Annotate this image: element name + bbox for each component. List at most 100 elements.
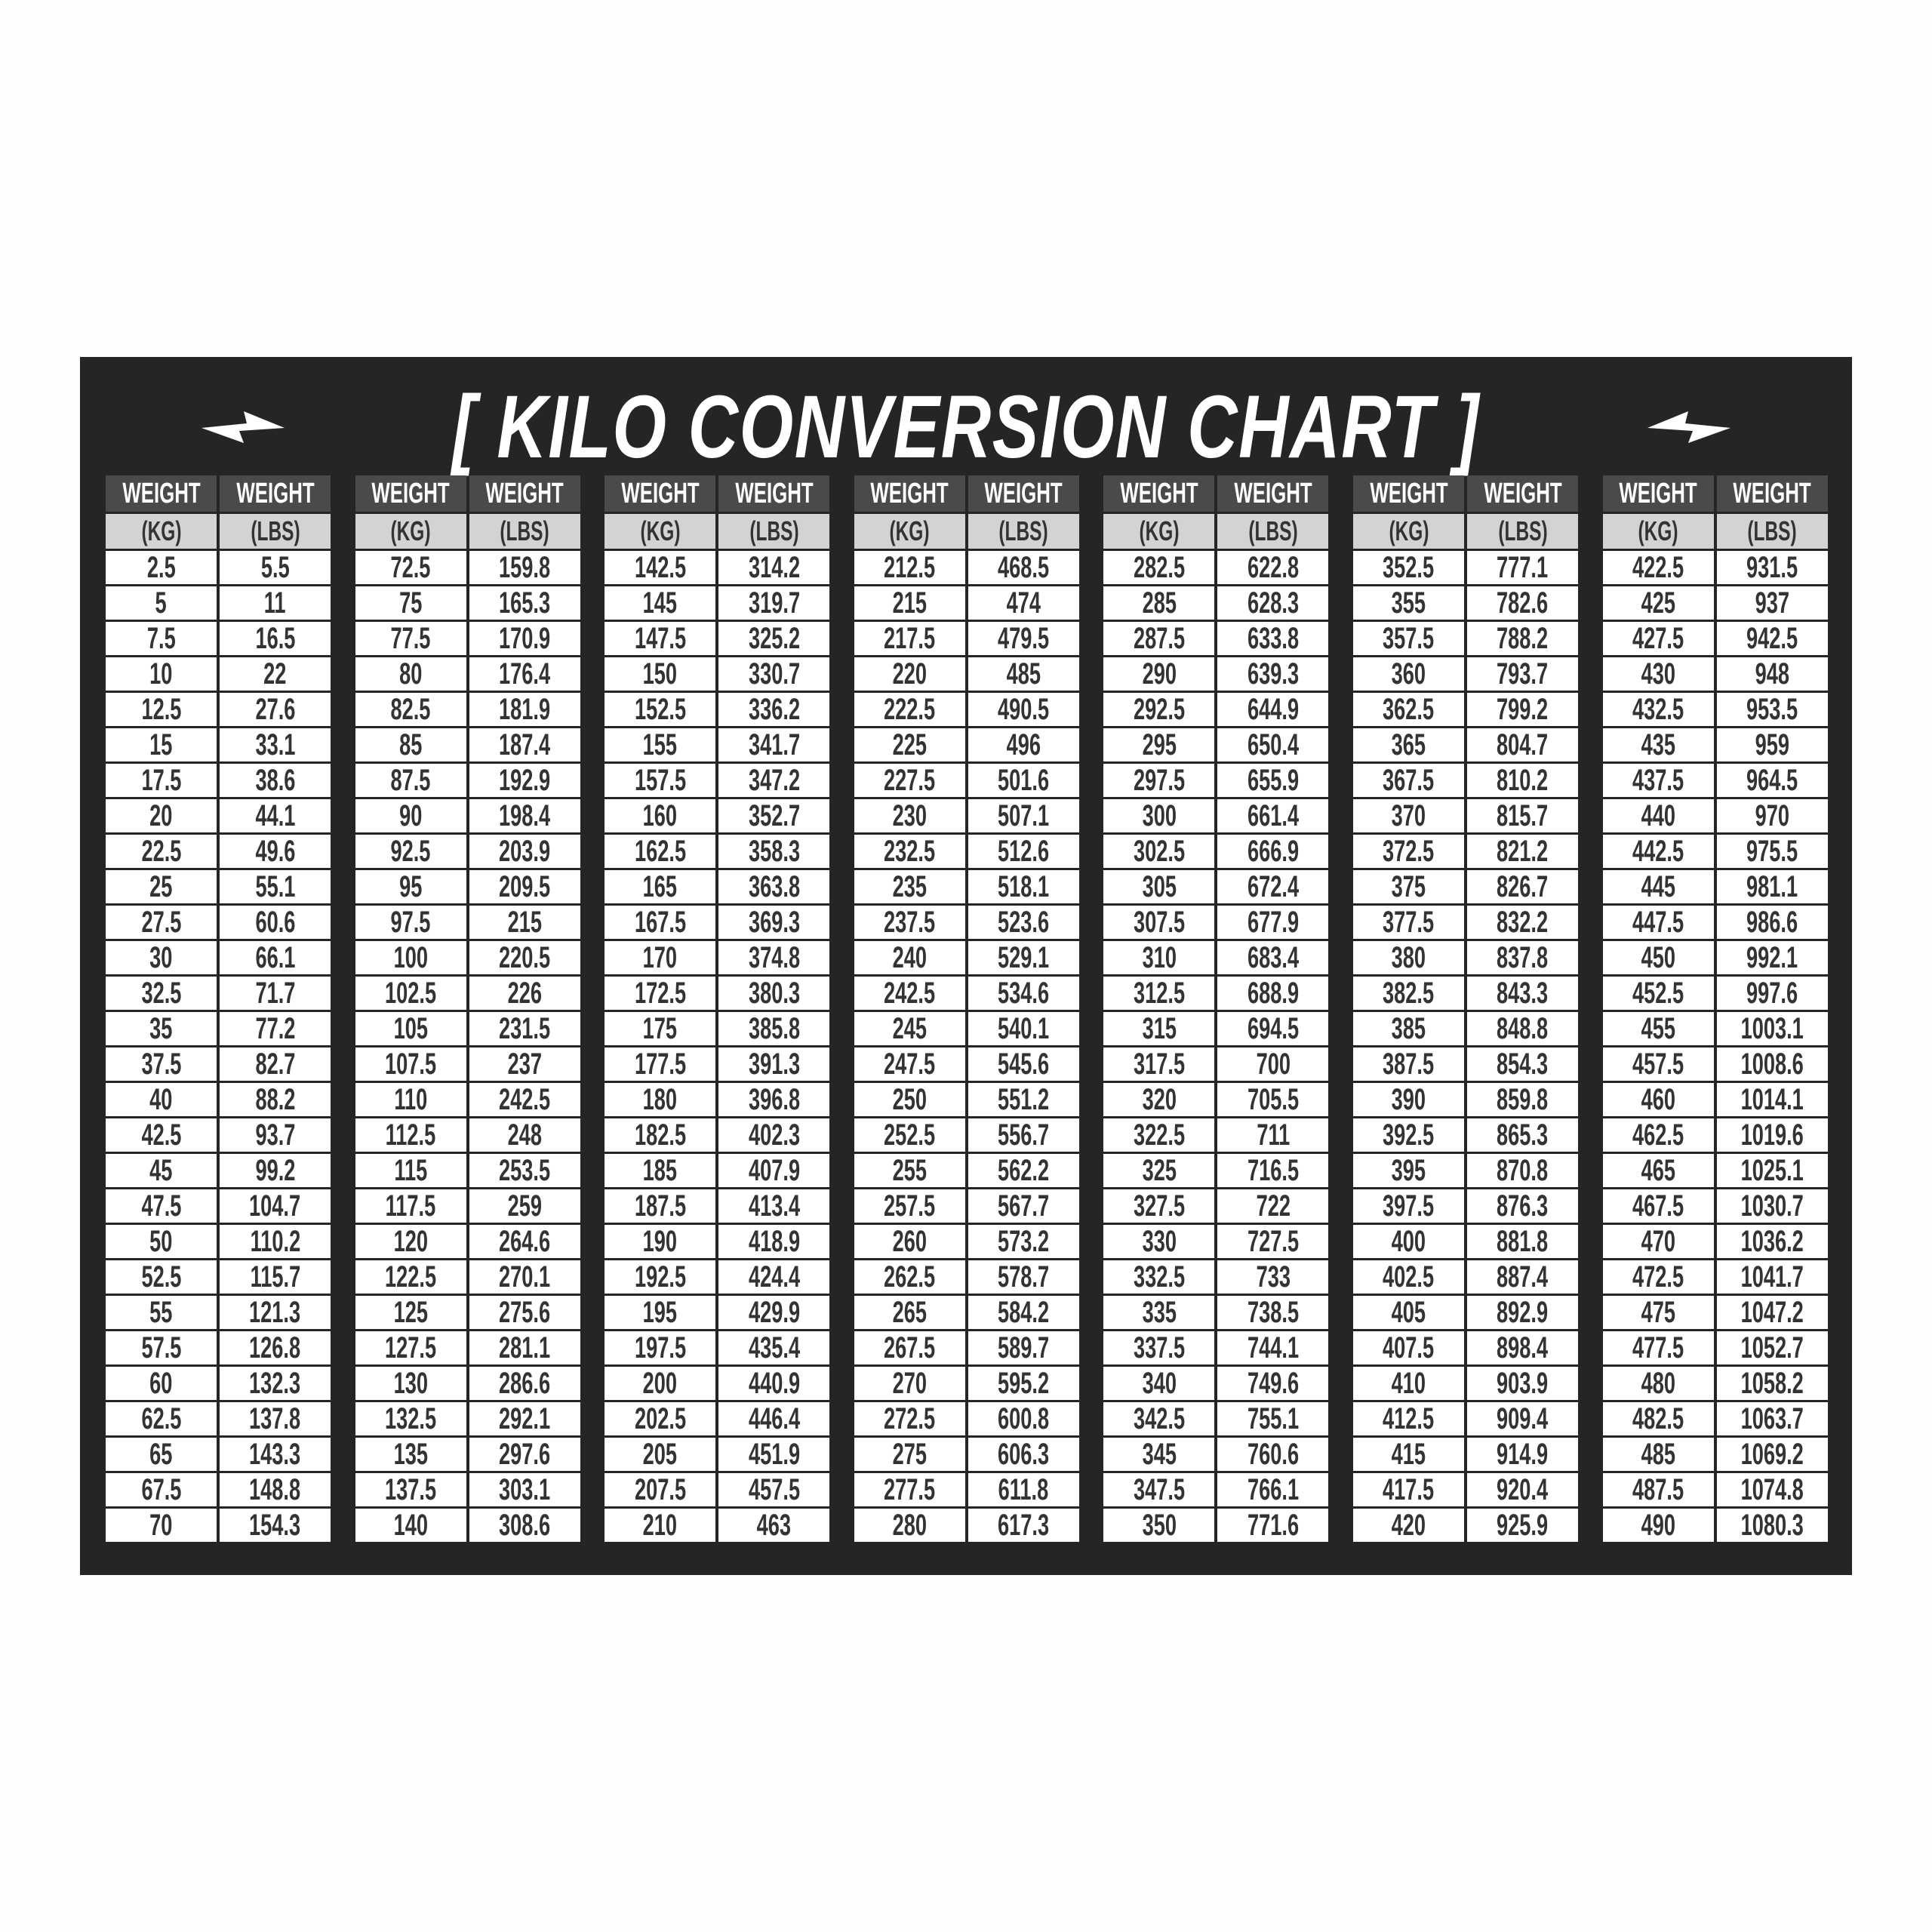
kg-cell-text: 367.5 <box>1383 763 1435 797</box>
kg-cell: 110 <box>355 1083 466 1116</box>
table-row: 72.5 159.8 <box>355 551 580 584</box>
header-weight-lbs: WEIGHT <box>968 475 1079 512</box>
lbs-cell: 270.1 <box>469 1260 580 1294</box>
lbs-cell-text: 937 <box>1755 586 1789 620</box>
header-weight-lbs-text: WEIGHT <box>1234 477 1312 509</box>
lbs-cell: 110.2 <box>220 1225 331 1258</box>
kg-cell-text: 240 <box>892 940 927 974</box>
kg-cell-text: 147.5 <box>634 621 686 655</box>
lbs-cell-text: 352.7 <box>748 798 800 832</box>
kg-cell-text: 185 <box>642 1153 678 1187</box>
table-row: 335 738.5 <box>1103 1296 1329 1329</box>
kg-cell: 115 <box>355 1154 466 1187</box>
lbs-cell-text: 1058.2 <box>1740 1366 1804 1400</box>
kg-cell: 330 <box>1103 1225 1215 1258</box>
kg-cell: 375 <box>1353 870 1464 903</box>
kg-cell: 182.5 <box>605 1118 716 1152</box>
lbs-cell-text: 501.6 <box>998 763 1050 797</box>
table-row: 440 970 <box>1602 799 1828 832</box>
lbs-cell-text: 529.1 <box>998 940 1050 974</box>
lbs-cell: 352.7 <box>718 798 830 832</box>
lbs-cell-text: 11 <box>264 586 286 620</box>
kg-cell-text: 307.5 <box>1133 905 1185 939</box>
table-row: 152.5 336.2 <box>605 693 830 726</box>
table-row: 275 606.3 <box>854 1438 1079 1471</box>
table-row: 67.5 148.8 <box>106 1473 331 1506</box>
kg-cell: 55 <box>106 1296 217 1329</box>
lbs-cell-text: 358.3 <box>748 834 800 868</box>
table-row: 122.5 270.1 <box>355 1260 580 1294</box>
table-row: 452.5 997.6 <box>1602 977 1828 1010</box>
lbs-cell: 650.4 <box>1217 728 1329 761</box>
kg-cell: 397.5 <box>1353 1189 1464 1223</box>
kg-cell: 340 <box>1103 1367 1215 1400</box>
kg-cell-text: 285 <box>1142 586 1177 620</box>
lbs-cell-text: 369.3 <box>748 905 800 939</box>
lbs-cell: 1052.7 <box>1716 1331 1828 1364</box>
table-row: 262.5 578.7 <box>854 1260 1079 1294</box>
kg-cell: 272.5 <box>854 1402 965 1435</box>
lbs-cell: 738.5 <box>1217 1296 1329 1329</box>
table-row: 32.5 71.7 <box>106 977 331 1010</box>
table-row: 395 870.8 <box>1353 1154 1578 1187</box>
lbs-cell: 633.8 <box>1217 622 1329 655</box>
table-row: 90 198.4 <box>355 799 580 832</box>
lbs-cell-text: 176.4 <box>499 657 551 691</box>
lbs-cell: 755.1 <box>1217 1402 1329 1435</box>
kg-cell-text: 162.5 <box>634 834 686 868</box>
lbs-cell: 970 <box>1716 799 1828 832</box>
kg-cell: 285 <box>1103 586 1215 620</box>
lbs-cell: 617.3 <box>968 1509 1079 1542</box>
kg-cell: 95 <box>355 870 466 903</box>
lbs-cell: 711 <box>1217 1118 1329 1152</box>
kg-cell-text: 270 <box>892 1366 927 1400</box>
lbs-cell: 948 <box>1716 657 1828 691</box>
table-row: 427.5 942.5 <box>1602 622 1828 655</box>
lbs-cell: 727.5 <box>1217 1225 1329 1258</box>
lbs-cell: 248 <box>469 1118 580 1152</box>
table-row: 182.5 402.3 <box>605 1118 830 1152</box>
kg-cell-text: 67.5 <box>141 1472 181 1506</box>
table-row: 42.5 93.7 <box>106 1118 331 1152</box>
lbs-cell: 259 <box>469 1189 580 1223</box>
table-row: 130 286.6 <box>355 1367 580 1400</box>
kg-cell: 177.5 <box>605 1048 716 1081</box>
lbs-cell-text: 1025.1 <box>1740 1153 1804 1187</box>
table-row: 102.5 226 <box>355 977 580 1010</box>
table-row: 70 154.3 <box>106 1509 331 1542</box>
lbs-cell: 66.1 <box>220 941 331 974</box>
kg-cell-text: 332.5 <box>1133 1260 1185 1294</box>
table-row: 380 837.8 <box>1353 941 1578 974</box>
kg-cell-text: 35 <box>149 1011 173 1045</box>
kg-cell-text: 475 <box>1641 1295 1675 1329</box>
kg-cell-text: 370 <box>1391 798 1426 832</box>
lbs-cell-text: 600.8 <box>998 1401 1050 1435</box>
lbs-cell: 424.4 <box>718 1260 830 1294</box>
kg-cell: 162.5 <box>605 834 716 868</box>
kg-cell-text: 157.5 <box>634 763 686 797</box>
lbs-cell: 953.5 <box>1716 693 1828 726</box>
kg-cell-text: 217.5 <box>884 621 936 655</box>
header-weight-lbs-text: WEIGHT <box>984 477 1063 509</box>
kg-cell-text: 445 <box>1641 869 1675 903</box>
lbs-cell-text: 126.8 <box>249 1331 301 1364</box>
kg-cell-text: 187.5 <box>634 1189 686 1223</box>
kg-cell-text: 232.5 <box>884 834 936 868</box>
kg-cell: 380 <box>1353 941 1464 974</box>
lbs-cell-text: 777.1 <box>1497 550 1549 584</box>
table-row: 332.5 733 <box>1103 1260 1329 1294</box>
kg-cell-text: 310 <box>1142 940 1177 974</box>
lbs-cell: 363.8 <box>718 870 830 903</box>
lbs-cell: 16.5 <box>220 622 331 655</box>
kg-cell-text: 397.5 <box>1383 1189 1435 1223</box>
table-row: 365 804.7 <box>1353 728 1578 761</box>
kg-cell: 167.5 <box>605 906 716 939</box>
kg-cell: 2.5 <box>106 551 217 584</box>
lbs-cell-text: 192.9 <box>499 763 551 797</box>
lbs-cell-text: 391.3 <box>748 1047 800 1081</box>
kg-cell: 417.5 <box>1353 1473 1464 1506</box>
table-row: 290 639.3 <box>1103 657 1329 691</box>
lbs-cell: 749.6 <box>1217 1367 1329 1400</box>
lbs-cell-text: 82.7 <box>255 1047 295 1081</box>
kg-cell: 335 <box>1103 1296 1215 1329</box>
